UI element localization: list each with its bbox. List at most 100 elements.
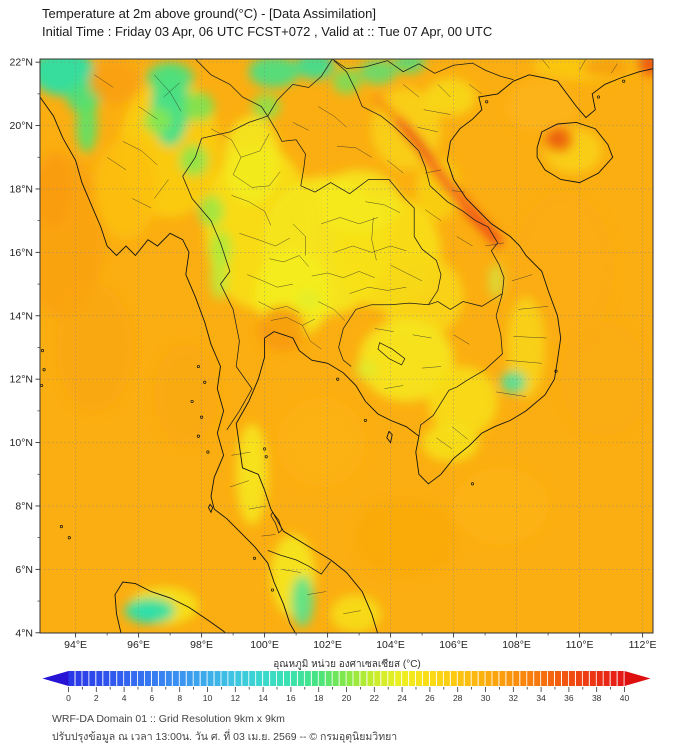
colorbar-cell: [249, 671, 256, 686]
colorbar-cell: [103, 671, 110, 686]
temp-blob: [252, 93, 281, 120]
colorbar-cell: [165, 671, 172, 686]
small-island: [196, 364, 200, 369]
province-border: [292, 122, 309, 131]
colorbar-tick-label: 38: [592, 693, 602, 703]
colorbar-cell: [450, 671, 457, 686]
province-border: [302, 325, 322, 350]
y-tick-label: 8°N: [15, 500, 33, 512]
colorbar-cell: [221, 671, 228, 686]
temp-blob: [500, 371, 526, 394]
colorbar-tick-label: 16: [286, 693, 296, 703]
small-island: [363, 418, 367, 422]
colorbar-tick-label: 8: [177, 693, 182, 703]
colorbar-cell: [82, 671, 89, 686]
province-border: [231, 451, 251, 456]
province-border: [371, 217, 377, 261]
colorbar-cell: [311, 671, 318, 686]
province-border: [384, 385, 404, 389]
colorbar-cell: [353, 671, 360, 686]
colorbar-cell: [277, 671, 284, 686]
temp-blob: [550, 132, 565, 145]
temp-blob: [355, 499, 457, 576]
small-island: [59, 525, 63, 529]
temp-blob: [359, 59, 397, 85]
colorbar-cell: [186, 671, 193, 686]
province-border: [365, 201, 401, 213]
temp-blob: [354, 360, 377, 380]
province-border: [437, 84, 451, 98]
province-border: [138, 106, 158, 120]
province-border: [390, 264, 423, 282]
colorbar-cell: [409, 671, 416, 686]
colorbar-cell: [485, 671, 492, 686]
axes: 94°E 96°E 98°E 100°E 102°E 104°E 106°E 108°E 110…: [10, 57, 657, 651]
colorbar-cell: [520, 671, 527, 686]
colorbar-cell: [443, 671, 450, 686]
temp-blob: [318, 170, 401, 234]
temp-blob: [236, 423, 268, 525]
colorbar-tick-label: 30: [481, 693, 491, 703]
colorbar-cell: [332, 671, 339, 686]
colorbar-cell: [374, 671, 381, 686]
colorbar-cell: [214, 671, 221, 686]
x-tick-label: 94°E: [64, 639, 87, 651]
province-border: [451, 190, 465, 193]
colorbar-tick-label: 0: [66, 693, 71, 703]
colorbar-cell: [395, 671, 402, 686]
map-frame: [39, 58, 654, 634]
country-border: [182, 131, 253, 431]
colorbar-cell: [242, 671, 249, 686]
temp-blob: [143, 108, 172, 134]
footer-update-info: ปรับปรุงข้อมูล ณ เวลา 13:00น. วัน ศ. ที่…: [52, 731, 398, 743]
colorbar-cell: [575, 671, 582, 686]
colorbar-cell: [582, 671, 589, 686]
colorbar-tick-label: 4: [122, 693, 127, 703]
colorbar-cell: [138, 671, 145, 686]
province-border: [403, 84, 420, 98]
colorbar-cell: [318, 671, 325, 686]
province-border: [292, 223, 306, 256]
colorbar-cell: [270, 671, 277, 686]
province-border: [425, 169, 442, 174]
colorbar-tick-label: 22: [370, 693, 380, 703]
country-border: [267, 550, 332, 575]
country-border: [418, 293, 503, 437]
small-island: [336, 377, 340, 381]
x-tick-label: 110°E: [566, 639, 594, 651]
temp-blob: [359, 319, 454, 402]
y-tick-label: 10°N: [10, 437, 33, 449]
small-island: [622, 79, 626, 83]
y-tick-label: 6°N: [15, 564, 33, 576]
colorbar-tick-label: 12: [231, 693, 241, 703]
colorbar-cell: [527, 671, 534, 686]
colorbar-tick-label: 36: [564, 693, 574, 703]
temp-blob: [393, 59, 426, 74]
colorbar-cell: [325, 671, 332, 686]
temp-blob: [258, 306, 306, 351]
province-border: [451, 426, 468, 440]
colorbar-cell: [562, 671, 569, 686]
colorbar-cell: [75, 671, 82, 686]
y-tick-label: 22°N: [10, 57, 33, 69]
temp-blob: [330, 594, 382, 633]
country-border: [428, 293, 503, 310]
temp-blob: [179, 144, 208, 177]
colorbar-tick-label: 24: [397, 693, 407, 703]
x-tick-label: 100°E: [250, 639, 279, 651]
province-border: [321, 217, 379, 225]
colorbar-cell: [492, 671, 499, 686]
temp-blob: [428, 366, 498, 437]
coastline: [40, 96, 296, 633]
colorbar-tick-label: 10: [203, 693, 213, 703]
colorbar-tick-label: 32: [509, 693, 519, 703]
temp-blob: [210, 255, 228, 300]
y-tick-label: 20°N: [10, 120, 33, 132]
colorbar-cell: [617, 671, 624, 686]
province-border: [436, 437, 453, 450]
colorbar-cell: [89, 671, 96, 686]
temp-blob: [56, 284, 133, 411]
province-border: [229, 480, 249, 488]
